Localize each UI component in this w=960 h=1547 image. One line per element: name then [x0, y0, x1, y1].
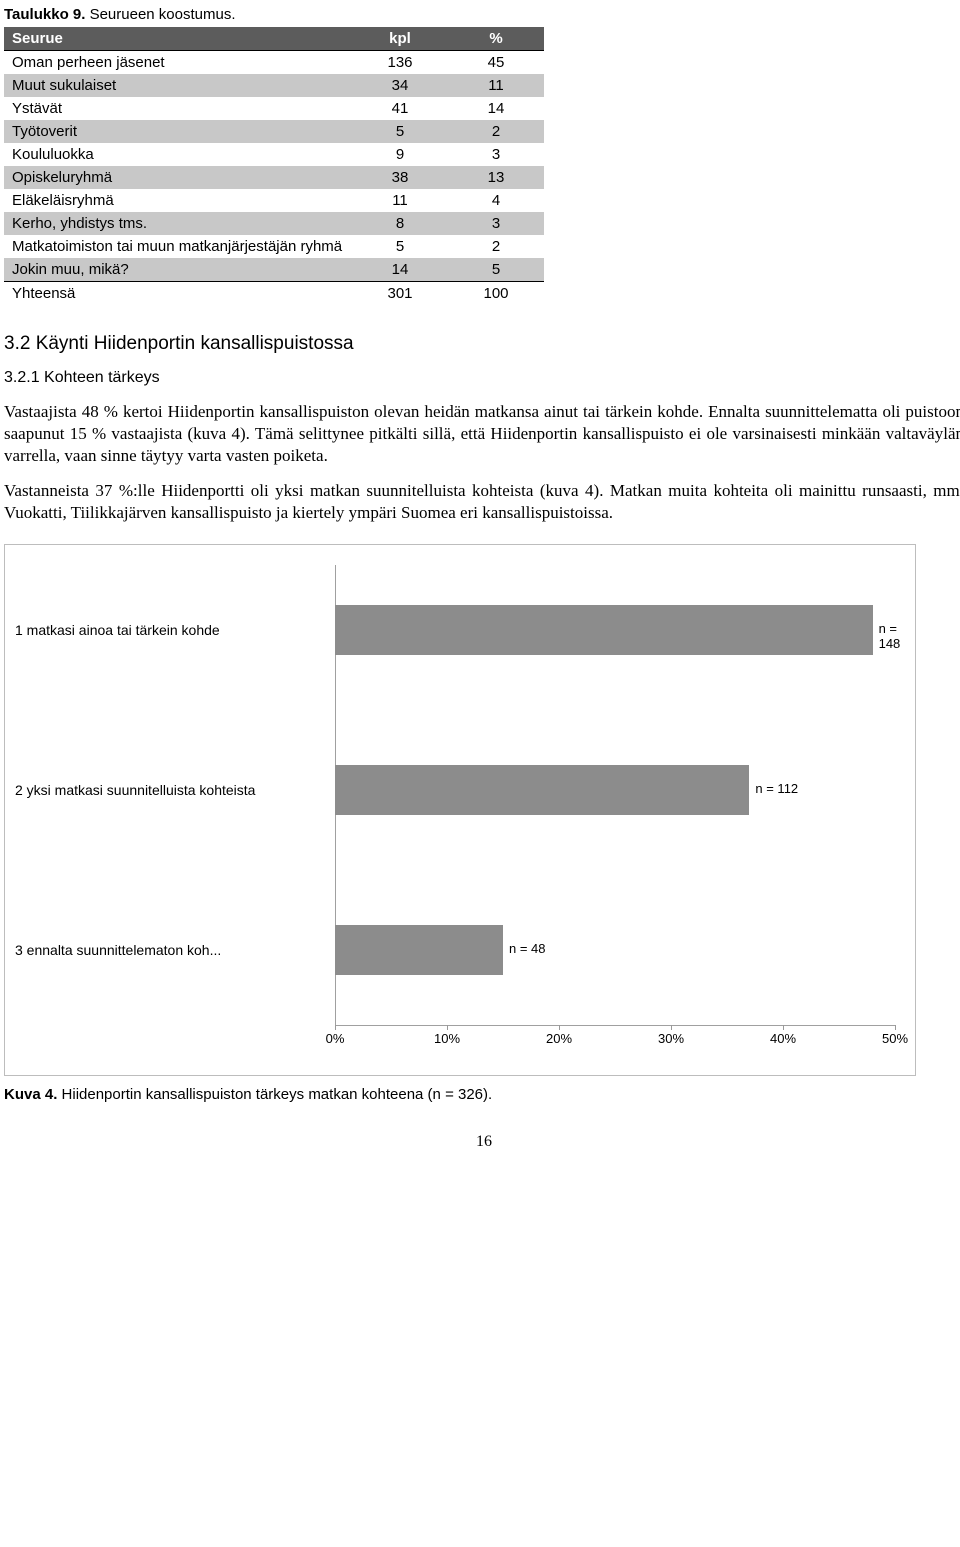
- cell-pct: 45: [448, 51, 544, 75]
- table-caption: Taulukko 9. Seurueen koostumus.: [4, 6, 960, 23]
- table-row: Koululuokka93: [4, 143, 544, 166]
- chart-bar-label: 1 matkasi ainoa tai tärkein kohde: [15, 622, 325, 638]
- th-pct: %: [448, 27, 544, 51]
- cell-kpl: 5: [352, 120, 448, 143]
- cell-kpl: 8: [352, 212, 448, 235]
- chart-bar-row: 3 ennalta suunnittelematon koh...n = 48: [335, 915, 895, 985]
- chart-bar-label: 3 ennalta suunnittelematon koh...: [15, 942, 325, 958]
- chart-tick-mark: [559, 1025, 560, 1030]
- cell-kpl: 11: [352, 189, 448, 212]
- chart-bar-row: 2 yksi matkasi suunnitelluista kohteista…: [335, 755, 895, 825]
- cell-pct: 2: [448, 235, 544, 258]
- chart-bar-n: n = 148: [879, 621, 901, 651]
- table-row: Eläkeläisryhmä114: [4, 189, 544, 212]
- page-number: 16: [4, 1133, 960, 1151]
- cell-label: Matkatoimiston tai muun matkanjärjestäjä…: [4, 235, 352, 258]
- table-row: Jokin muu, mikä?145: [4, 258, 544, 282]
- chart-tick-label: 30%: [651, 1031, 691, 1046]
- cell-pct: 3: [448, 143, 544, 166]
- table-row: Työtoverit52: [4, 120, 544, 143]
- table-row: Ystävät4114: [4, 97, 544, 120]
- chart-tick-label: 20%: [539, 1031, 579, 1046]
- table-total-row: Yhteensä301100: [4, 282, 544, 306]
- chart-tick-label: 40%: [763, 1031, 803, 1046]
- cell-total-label: Yhteensä: [4, 282, 352, 306]
- cell-label: Oman perheen jäsenet: [4, 51, 352, 75]
- chart-bar: [335, 765, 749, 815]
- cell-kpl: 5: [352, 235, 448, 258]
- caption-rest: Seurueen koostumus.: [85, 6, 235, 23]
- th-kpl: kpl: [352, 27, 448, 51]
- cell-kpl: 41: [352, 97, 448, 120]
- chart-bar-n: n = 112: [755, 781, 798, 796]
- chart-tick-label: 0%: [315, 1031, 355, 1046]
- cell-label: Opiskeluryhmä: [4, 166, 352, 189]
- chart-bar: [335, 605, 873, 655]
- cell-label: Kerho, yhdistys tms.: [4, 212, 352, 235]
- chart-bar: [335, 925, 503, 975]
- section-heading: 3.2 Käynti Hiidenportin kansallispuistos…: [4, 333, 960, 355]
- cell-label: Työtoverit: [4, 120, 352, 143]
- cell-label: Ystävät: [4, 97, 352, 120]
- chart-bar-label: 2 yksi matkasi suunnitelluista kohteista: [15, 782, 325, 798]
- caption-bold: Taulukko 9.: [4, 6, 85, 23]
- cell-pct: 5: [448, 258, 544, 282]
- table-row: Oman perheen jäsenet13645: [4, 51, 544, 75]
- subsection-heading: 3.2.1 Kohteen tärkeys: [4, 369, 960, 387]
- figure-caption: Kuva 4. Hiidenportin kansallispuiston tä…: [4, 1086, 960, 1103]
- chart-plot-area: 1 matkasi ainoa tai tärkein kohden = 148…: [335, 565, 895, 1025]
- cell-kpl: 14: [352, 258, 448, 282]
- table-row: Muut sukulaiset3411: [4, 74, 544, 97]
- cell-pct: 3: [448, 212, 544, 235]
- figure-caption-bold: Kuva 4.: [4, 1086, 57, 1103]
- cell-label: Muut sukulaiset: [4, 74, 352, 97]
- chart-tick-mark: [671, 1025, 672, 1030]
- table-row: Matkatoimiston tai muun matkanjärjestäjä…: [4, 235, 544, 258]
- cell-pct: 4: [448, 189, 544, 212]
- cell-label: Eläkeläisryhmä: [4, 189, 352, 212]
- cell-pct: 13: [448, 166, 544, 189]
- cell-kpl: 38: [352, 166, 448, 189]
- table-header-row: Seurue kpl %: [4, 27, 544, 51]
- chart-tick-mark: [447, 1025, 448, 1030]
- cell-label: Jokin muu, mikä?: [4, 258, 352, 282]
- chart-tick-label: 50%: [875, 1031, 915, 1046]
- cell-pct: 14: [448, 97, 544, 120]
- cell-kpl: 34: [352, 74, 448, 97]
- chart-bar-n: n = 48: [509, 941, 546, 956]
- table-row: Kerho, yhdistys tms.83: [4, 212, 544, 235]
- cell-kpl: 9: [352, 143, 448, 166]
- cell-label: Koululuokka: [4, 143, 352, 166]
- chart-tick-mark: [895, 1025, 896, 1030]
- cell-kpl: 136: [352, 51, 448, 75]
- table-seurue: Seurue kpl % Oman perheen jäsenet13645Mu…: [4, 27, 544, 305]
- chart-tick-label: 10%: [427, 1031, 467, 1046]
- chart-bar-row: 1 matkasi ainoa tai tärkein kohden = 148: [335, 595, 895, 665]
- chart-xaxis: [335, 1025, 895, 1026]
- cell-total-pct: 100: [448, 282, 544, 306]
- th-seurue: Seurue: [4, 27, 352, 51]
- table-row: Opiskeluryhmä3813: [4, 166, 544, 189]
- chart-kuva4: 1 matkasi ainoa tai tärkein kohden = 148…: [4, 544, 916, 1076]
- paragraph-1: Vastaajista 48 % kertoi Hiidenportin kan…: [4, 401, 960, 466]
- cell-total-kpl: 301: [352, 282, 448, 306]
- chart-tick-mark: [783, 1025, 784, 1030]
- chart-tick-mark: [335, 1025, 336, 1030]
- cell-pct: 2: [448, 120, 544, 143]
- paragraph-2: Vastanneista 37 %:lle Hiidenportti oli y…: [4, 480, 960, 524]
- cell-pct: 11: [448, 74, 544, 97]
- figure-caption-rest: Hiidenportin kansallispuiston tärkeys ma…: [57, 1086, 492, 1103]
